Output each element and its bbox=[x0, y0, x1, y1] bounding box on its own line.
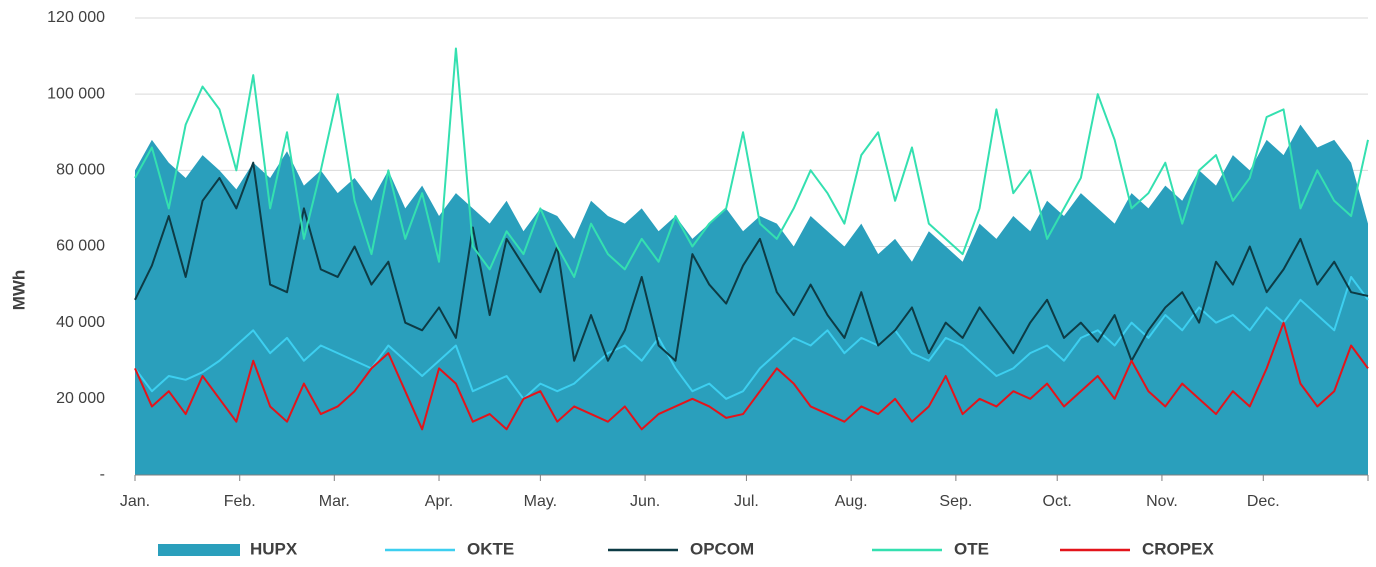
legend-label: CROPEX bbox=[1142, 539, 1214, 558]
y-tick-label: 120 000 bbox=[47, 9, 105, 26]
y-tick-label: 100 000 bbox=[47, 85, 105, 102]
x-tick-label: Dec. bbox=[1247, 493, 1280, 510]
line bbox=[134, 321, 1369, 431]
line bbox=[134, 161, 1369, 362]
x-tick-label: Apr. bbox=[425, 493, 453, 510]
y-tick-label: 80 000 bbox=[56, 162, 105, 179]
legend-label: OKTE bbox=[467, 539, 514, 558]
x-tick-label: Jan. bbox=[120, 493, 150, 510]
legend-label: HUPX bbox=[250, 539, 298, 558]
legend-label: OPCOM bbox=[690, 539, 754, 558]
x-tick-label: May. bbox=[524, 493, 557, 510]
y-tick-label: 40 000 bbox=[56, 314, 105, 331]
x-tick-label: Aug. bbox=[835, 493, 868, 510]
y-tick-label: 20 000 bbox=[56, 390, 105, 407]
y-tick-label: - bbox=[100, 466, 105, 483]
x-tick-label: Jul. bbox=[734, 493, 759, 510]
legend-swatch bbox=[158, 544, 240, 556]
x-tick-label: Nov. bbox=[1146, 493, 1178, 510]
line bbox=[134, 275, 1369, 400]
legend: HUPX OKTE OPCOM OTE CROPEX bbox=[158, 539, 1214, 558]
plot bbox=[134, 47, 1369, 475]
legend-label: OTE bbox=[954, 539, 989, 558]
x-tick-label: Feb. bbox=[224, 493, 256, 510]
axes: - 20 000 40 000 60 000 80 000 100 000 120 000 J… bbox=[47, 9, 1369, 510]
y-tick-label: 60 000 bbox=[56, 238, 105, 255]
x-tick-label: Oct. bbox=[1043, 493, 1072, 510]
x-tick-label: Jun. bbox=[630, 493, 660, 510]
x-tick-label: Mar. bbox=[319, 493, 350, 510]
line bbox=[134, 47, 1369, 278]
y-axis-label: MWh bbox=[9, 270, 28, 311]
x-tick-label: Sep. bbox=[939, 493, 972, 510]
